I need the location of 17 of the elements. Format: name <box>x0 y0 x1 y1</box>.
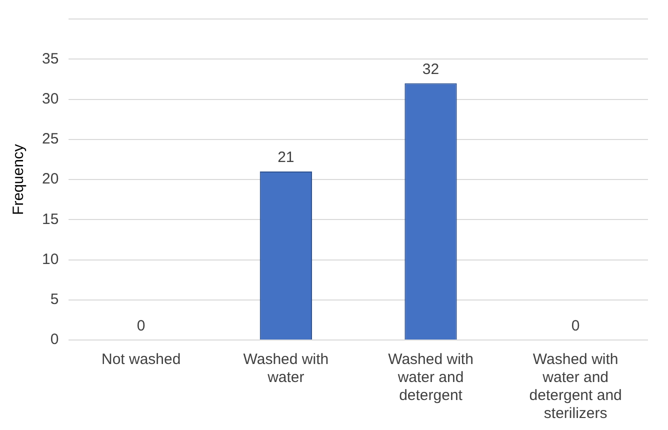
data-label: 32 <box>422 60 440 78</box>
x-tick-label: Washed with water and detergent <box>388 351 474 404</box>
y-tick-label: 25 <box>42 130 59 148</box>
y-tick-label: 15 <box>42 210 59 228</box>
x-tick-label: Not washed <box>101 351 181 368</box>
data-label: 0 <box>136 318 146 335</box>
y-tick-label: 5 <box>50 291 59 308</box>
y-tick-label: 0 <box>50 331 59 348</box>
y-tick-label: 10 <box>42 250 59 268</box>
x-tick-label: Washed with water and detergent and sterilizers <box>529 351 622 422</box>
y-tick-label: 30 <box>42 90 59 108</box>
y-axis-title: Frequency <box>10 144 28 215</box>
y-tick-label: 35 <box>42 50 59 68</box>
data-label: 21 <box>278 149 294 166</box>
y-tick-label: 20 <box>42 170 59 188</box>
x-tick-label: Washed with water <box>243 351 329 386</box>
data-label: 0 <box>571 318 580 335</box>
